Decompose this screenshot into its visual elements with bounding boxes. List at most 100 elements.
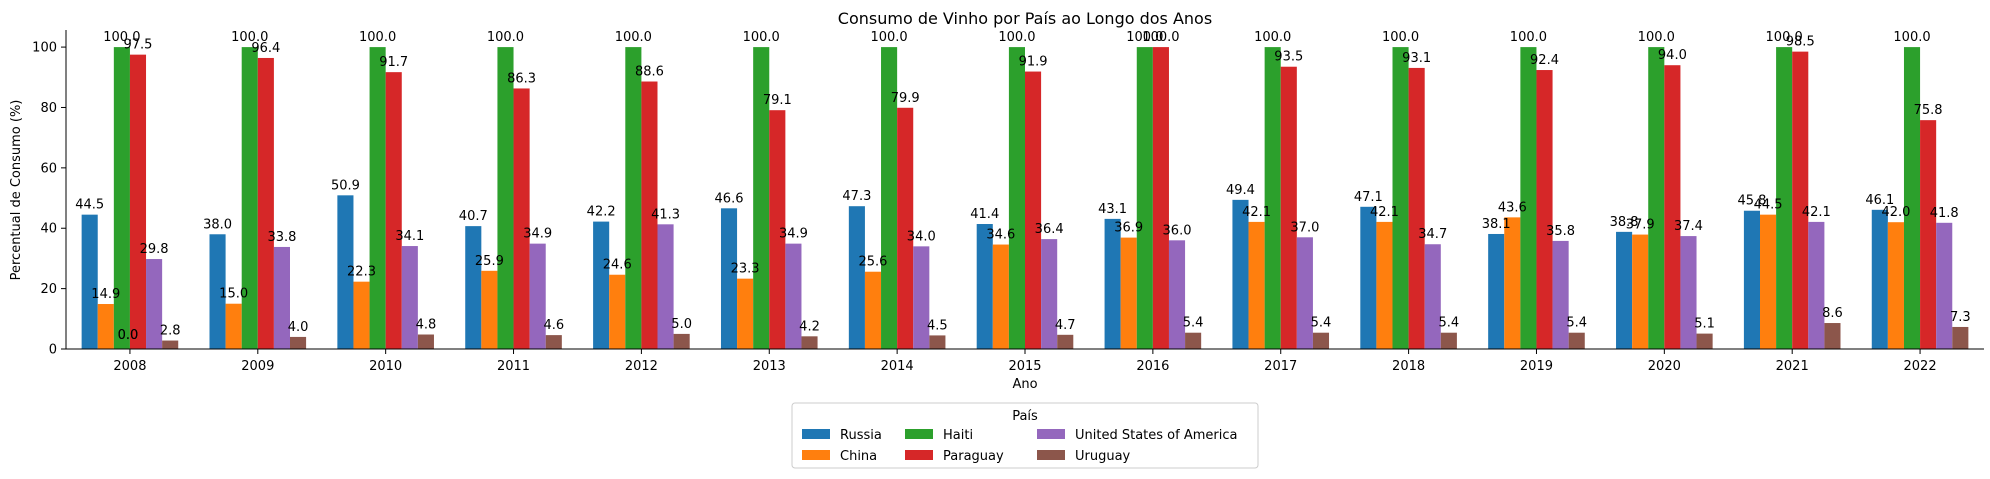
x-tick-label: 2014 [881, 359, 914, 374]
x-tick-label: 2021 [1776, 359, 1809, 374]
bar [1903, 47, 1921, 349]
bar [1312, 332, 1330, 349]
bar [1264, 47, 1281, 349]
data-label: 42.1 [1242, 205, 1271, 220]
x-tick-label: 2011 [497, 359, 530, 374]
data-label: 93.1 [1402, 51, 1431, 66]
data-label: 34.9 [779, 227, 808, 242]
bar [1632, 234, 1649, 349]
chart-title: Consumo de Vinho por País ao Longo dos A… [838, 9, 1212, 28]
data-label: 0.0 [118, 328, 139, 343]
bar [545, 335, 562, 349]
bar [1152, 47, 1169, 349]
data-label: 2.8 [160, 324, 181, 339]
bar [369, 47, 386, 349]
legend-label: United States of America [1075, 428, 1237, 443]
bar [225, 303, 242, 349]
bar [129, 54, 147, 350]
bar [1887, 222, 1904, 349]
bar [337, 195, 354, 349]
data-label: 40.7 [459, 209, 488, 224]
bar [1504, 217, 1521, 349]
bar [481, 270, 498, 349]
data-label: 38.0 [203, 217, 232, 232]
bar [1824, 323, 1841, 349]
data-label: 96.4 [251, 41, 280, 56]
series-haiti [113, 47, 1921, 349]
bar [1696, 333, 1713, 349]
legend-swatch [802, 429, 830, 439]
data-label: 14.9 [91, 287, 120, 302]
data-label: 100.0 [231, 30, 268, 45]
bar [1871, 209, 1888, 349]
data-label: 42.1 [1802, 205, 1831, 220]
data-label: 75.8 [1914, 103, 1943, 118]
legend-title: País [1012, 409, 1038, 424]
data-label: 36.9 [1114, 221, 1143, 236]
data-label: 41.4 [970, 207, 999, 222]
data-label: 91.9 [1019, 55, 1048, 70]
data-label: 7.3 [1950, 310, 1971, 325]
bar [881, 47, 898, 349]
bar [1136, 47, 1153, 349]
legend-swatch [905, 429, 933, 439]
x-tick-label: 2010 [369, 359, 402, 374]
bar [209, 234, 226, 349]
bar [385, 72, 402, 350]
bar [113, 47, 130, 349]
legend-swatch [905, 450, 933, 460]
x-tick-label: 2019 [1520, 359, 1553, 374]
x-tick-label: 2013 [753, 359, 786, 374]
y-tick-label: 20 [40, 282, 57, 297]
legend: País Russia China Haiti Paraguay United State… [791, 402, 1259, 469]
data-label: 100.0 [615, 30, 652, 45]
bar [1041, 239, 1058, 349]
bar [1536, 70, 1553, 349]
data-label: 49.4 [1226, 183, 1255, 198]
bar [1936, 222, 1953, 349]
x-tick-label: 2015 [1008, 359, 1041, 374]
data-label: 34.9 [523, 227, 552, 242]
legend-label: China [840, 449, 877, 464]
data-label: 100.0 [1254, 30, 1291, 45]
bar [1743, 210, 1760, 349]
data-label: 29.8 [140, 242, 169, 257]
data-label: 4.8 [416, 318, 437, 333]
data-label: 37.9 [1626, 218, 1655, 233]
bar [673, 333, 690, 349]
bar [1025, 71, 1042, 349]
data-label: 43.1 [1098, 202, 1127, 217]
bar [353, 281, 370, 349]
data-label: 5.4 [1183, 316, 1204, 331]
bar [1760, 214, 1777, 349]
y-tick-label: 80 [40, 101, 57, 116]
data-label: 36.0 [1163, 223, 1192, 238]
data-label: 4.0 [288, 320, 309, 335]
data-label: 88.6 [635, 65, 664, 80]
data-label: 36.4 [1035, 222, 1064, 237]
data-label: 79.1 [763, 93, 792, 108]
bar [1185, 332, 1202, 349]
data-label: 5.4 [1311, 316, 1332, 331]
data-label: 100.0 [1510, 30, 1547, 45]
data-label: 46.1 [1865, 193, 1894, 208]
data-label: 23.3 [731, 262, 760, 277]
bar [609, 274, 626, 349]
data-label: 35.8 [1546, 224, 1575, 239]
bar [625, 47, 642, 349]
bar [1920, 120, 1937, 349]
bar [97, 304, 114, 349]
data-label: 86.3 [507, 71, 536, 86]
data-label: 47.1 [1354, 190, 1383, 205]
bar [1568, 332, 1585, 349]
data-label: 100.0 [1142, 30, 1179, 45]
series-paraguay [129, 47, 1937, 350]
legend-swatch [1037, 450, 1065, 460]
bar [1520, 47, 1537, 349]
data-label: 5.4 [1439, 316, 1460, 331]
data-label: 100.0 [359, 30, 396, 45]
data-label: 25.9 [475, 254, 504, 269]
legend-item: Paraguay [905, 449, 1004, 464]
x-tick-label: 2009 [241, 359, 274, 374]
